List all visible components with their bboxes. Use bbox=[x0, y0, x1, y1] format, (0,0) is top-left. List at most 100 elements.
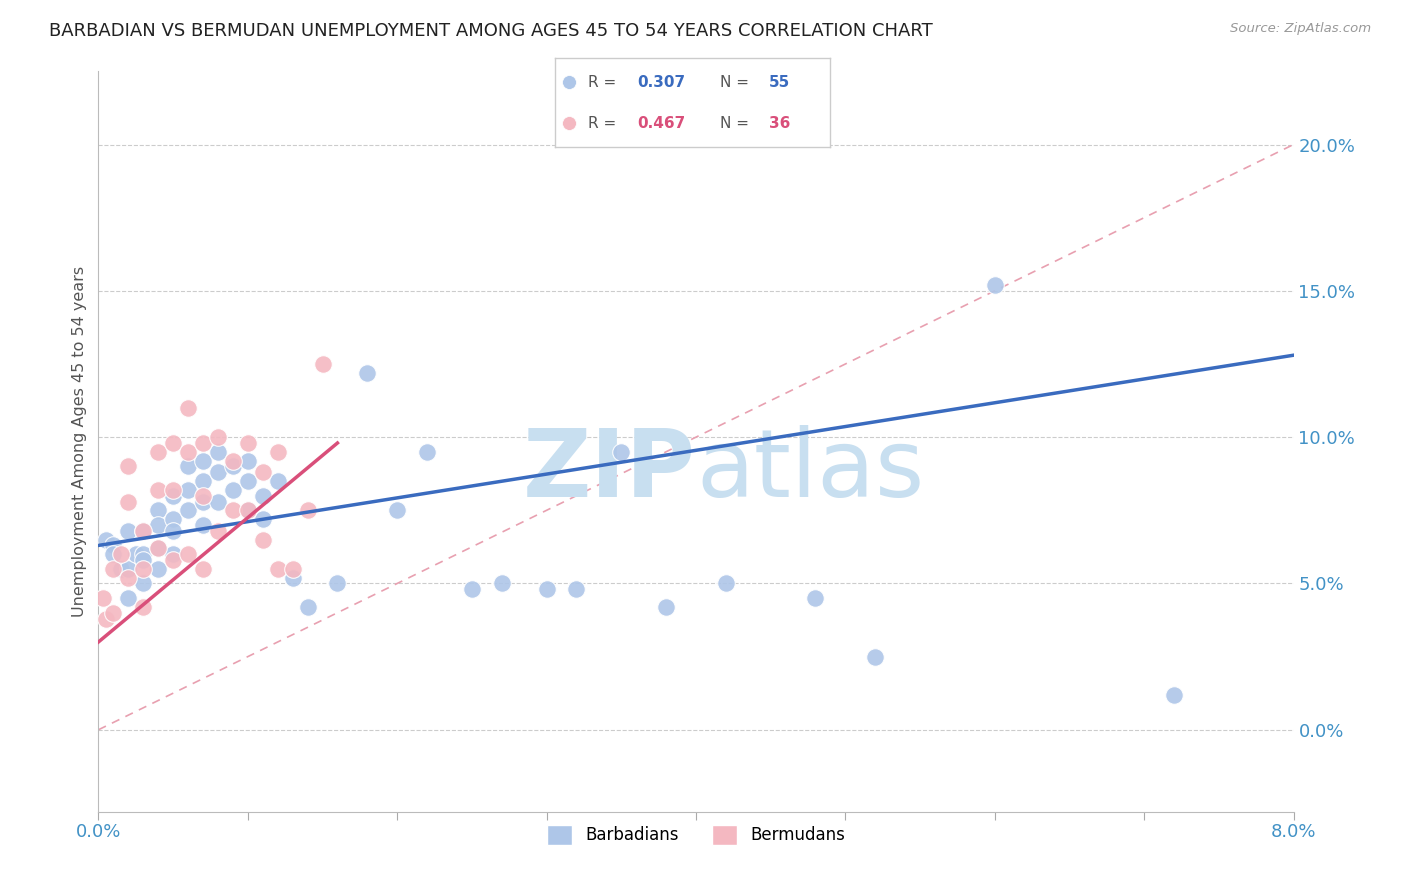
Point bbox=[558, 116, 581, 130]
Point bbox=[117, 494, 139, 508]
Point bbox=[91, 591, 114, 606]
Point bbox=[267, 474, 290, 488]
Point bbox=[416, 444, 439, 458]
Point bbox=[177, 444, 200, 458]
Point bbox=[610, 444, 633, 458]
Point bbox=[162, 483, 184, 497]
Point bbox=[207, 465, 229, 479]
Point bbox=[714, 576, 737, 591]
Point bbox=[148, 541, 170, 556]
Point bbox=[103, 547, 125, 561]
Point bbox=[117, 459, 139, 474]
Point bbox=[865, 649, 887, 664]
Point bbox=[191, 453, 214, 467]
Point bbox=[565, 582, 588, 597]
Text: R =: R = bbox=[588, 116, 621, 130]
Point bbox=[804, 591, 827, 606]
Point bbox=[177, 401, 200, 415]
Point bbox=[281, 562, 304, 576]
Point bbox=[162, 512, 184, 526]
Point bbox=[103, 562, 125, 576]
Point bbox=[385, 503, 409, 517]
Point bbox=[984, 277, 1007, 292]
Point bbox=[297, 503, 319, 517]
Point bbox=[236, 474, 259, 488]
Point bbox=[117, 591, 139, 606]
Point bbox=[311, 357, 333, 371]
Text: 36: 36 bbox=[769, 116, 790, 130]
Text: ZIP: ZIP bbox=[523, 425, 696, 517]
Point bbox=[162, 547, 184, 561]
Point bbox=[132, 562, 155, 576]
Point bbox=[132, 524, 155, 538]
Point bbox=[191, 489, 214, 503]
Point bbox=[132, 599, 155, 614]
Point bbox=[148, 483, 170, 497]
Point bbox=[132, 547, 155, 561]
Point bbox=[252, 489, 274, 503]
Point bbox=[103, 538, 125, 552]
Point bbox=[117, 524, 139, 538]
Point bbox=[236, 503, 259, 517]
Point bbox=[267, 562, 290, 576]
Point bbox=[177, 547, 200, 561]
Point bbox=[281, 571, 304, 585]
Point bbox=[222, 459, 245, 474]
Point bbox=[191, 436, 214, 450]
Point bbox=[162, 436, 184, 450]
Point bbox=[1163, 688, 1185, 702]
Point bbox=[207, 494, 229, 508]
Point bbox=[148, 444, 170, 458]
Point bbox=[132, 553, 155, 567]
Text: R =: R = bbox=[588, 75, 621, 89]
Point bbox=[125, 547, 148, 561]
Point bbox=[236, 436, 259, 450]
Point bbox=[103, 606, 125, 620]
Text: Source: ZipAtlas.com: Source: ZipAtlas.com bbox=[1230, 22, 1371, 36]
Point bbox=[191, 474, 214, 488]
Point bbox=[177, 503, 200, 517]
Point bbox=[148, 517, 170, 532]
Point bbox=[491, 576, 513, 591]
Point bbox=[94, 611, 117, 625]
Point bbox=[148, 541, 170, 556]
Point bbox=[252, 512, 274, 526]
Legend: Barbadians, Bermudans: Barbadians, Bermudans bbox=[540, 818, 852, 852]
Text: N =: N = bbox=[720, 75, 754, 89]
Text: 0.307: 0.307 bbox=[638, 75, 686, 89]
Point bbox=[162, 524, 184, 538]
Point bbox=[222, 453, 245, 467]
Point bbox=[297, 599, 319, 614]
Text: 0.0%: 0.0% bbox=[76, 823, 121, 841]
Point bbox=[148, 503, 170, 517]
Point bbox=[326, 576, 349, 591]
Point bbox=[207, 524, 229, 538]
Text: 8.0%: 8.0% bbox=[1271, 823, 1316, 841]
Point bbox=[461, 582, 484, 597]
Point bbox=[191, 562, 214, 576]
Point bbox=[177, 483, 200, 497]
Point bbox=[207, 430, 229, 444]
Point bbox=[162, 553, 184, 567]
Point bbox=[558, 75, 581, 89]
Point bbox=[252, 533, 274, 547]
Text: 55: 55 bbox=[769, 75, 790, 89]
Point bbox=[655, 599, 678, 614]
Point bbox=[252, 465, 274, 479]
Point bbox=[110, 562, 132, 576]
Point bbox=[267, 444, 290, 458]
Text: N =: N = bbox=[720, 116, 754, 130]
Point bbox=[356, 366, 378, 380]
Point bbox=[148, 562, 170, 576]
Point bbox=[191, 517, 214, 532]
Text: atlas: atlas bbox=[696, 425, 924, 517]
Point bbox=[191, 494, 214, 508]
Point bbox=[132, 576, 155, 591]
Text: 0.467: 0.467 bbox=[638, 116, 686, 130]
Point bbox=[207, 444, 229, 458]
Point bbox=[236, 453, 259, 467]
Point bbox=[162, 489, 184, 503]
Point bbox=[94, 533, 117, 547]
Point bbox=[117, 571, 139, 585]
Point bbox=[222, 483, 245, 497]
